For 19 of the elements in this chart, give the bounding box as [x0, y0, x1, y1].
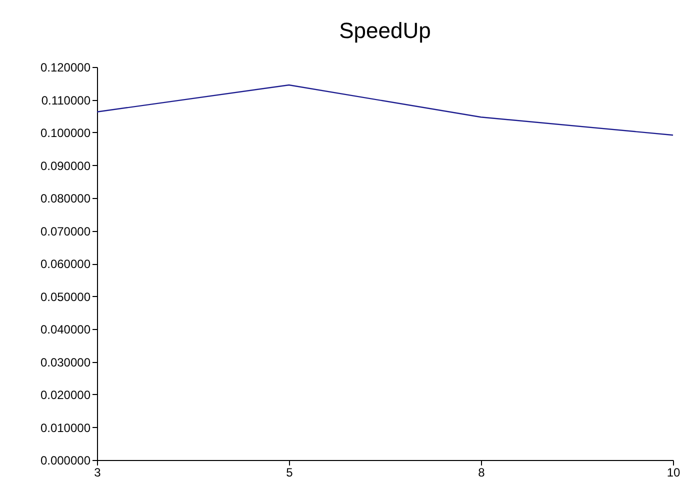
y-tick-label: 0.110000	[41, 93, 91, 108]
y-tick-label: 0.070000	[40, 224, 91, 238]
y-tick-label: 0.090000	[40, 158, 91, 173]
chart-title: SpeedUp	[339, 18, 431, 43]
y-tick-label: 0.010000	[40, 420, 91, 435]
line-series	[96, 84, 674, 136]
y-tick-label: 0.120000	[40, 60, 91, 74]
y-tick-label: 0.040000	[40, 322, 91, 336]
x-tick-label: 5	[286, 466, 294, 480]
y-tick-label: 0.060000	[40, 257, 91, 271]
y-tick-label: 0.020000	[40, 388, 91, 402]
x-tick-label: 10	[666, 466, 680, 480]
y-tick-label: 0.100000	[40, 126, 91, 140]
x-tick-label: 3	[94, 466, 102, 480]
x-tick-label: 8	[478, 466, 486, 480]
y-tick-label: 0.080000	[40, 192, 91, 206]
y-tick-label: 0.050000	[40, 290, 91, 304]
y-tick-label: 0.000000	[40, 454, 91, 468]
y-tick-label: 0.030000	[40, 355, 91, 370]
